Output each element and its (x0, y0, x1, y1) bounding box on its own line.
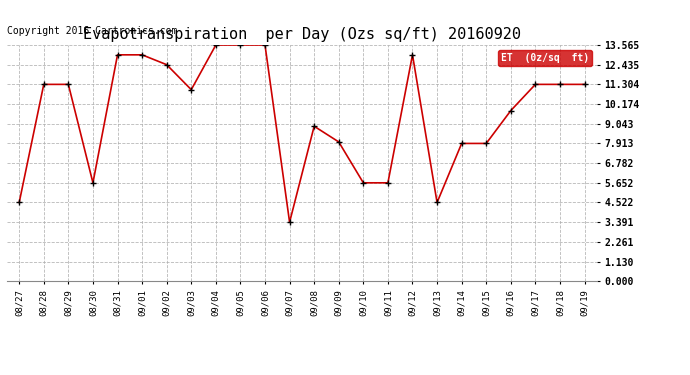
Legend: ET  (0z/sq  ft): ET (0z/sq ft) (498, 50, 592, 66)
Title: Evapotranspiration  per Day (Ozs sq/ft) 20160920: Evapotranspiration per Day (Ozs sq/ft) 2… (83, 27, 521, 42)
Text: Copyright 2016 Cartronics.com: Copyright 2016 Cartronics.com (7, 26, 177, 36)
